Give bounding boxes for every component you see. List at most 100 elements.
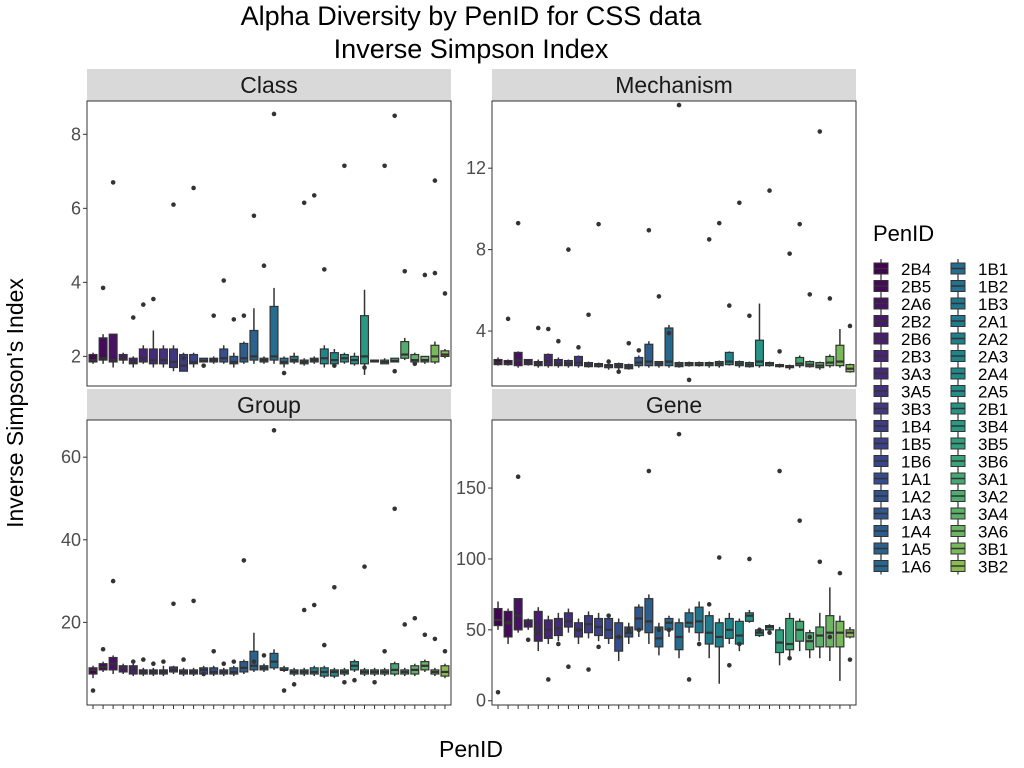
chart-title: Alpha Diversity by PenID for CSS data bbox=[241, 1, 703, 31]
legend-label: 3B4 bbox=[978, 418, 1008, 437]
box-2A3 bbox=[319, 348, 329, 365]
box-1B5 bbox=[189, 353, 199, 365]
outlier-point bbox=[606, 613, 611, 618]
legend-label: 1A4 bbox=[901, 523, 931, 542]
outlier-point bbox=[342, 679, 347, 685]
box-3A5 bbox=[158, 348, 168, 365]
outlier-point bbox=[261, 653, 267, 658]
outlier-point bbox=[261, 263, 267, 269]
y-tick-label: 40 bbox=[61, 530, 81, 550]
plot-area bbox=[87, 420, 451, 705]
box-3B1 bbox=[430, 344, 440, 363]
outlier-point bbox=[767, 630, 772, 635]
legend-label: 1B1 bbox=[978, 260, 1008, 279]
legend-label: 1A3 bbox=[901, 505, 931, 524]
outlier-point bbox=[322, 267, 327, 272]
box-3B4 bbox=[360, 315, 370, 365]
outlier-point bbox=[566, 247, 571, 252]
outlier-point bbox=[191, 185, 196, 191]
box-2B4 bbox=[88, 353, 98, 363]
outlier-point bbox=[382, 163, 387, 169]
panel-gene: Gene 0 50 100 150 bbox=[456, 389, 857, 711]
box-3B3 bbox=[168, 348, 178, 369]
outlier-point bbox=[191, 598, 196, 604]
facet-strip bbox=[492, 69, 856, 101]
outlier-point bbox=[442, 649, 448, 654]
outlier-point bbox=[535, 630, 541, 635]
outlier-point bbox=[110, 180, 116, 185]
legend-label: 1B2 bbox=[978, 278, 1008, 297]
outlier-point bbox=[301, 607, 307, 613]
outlier-point bbox=[171, 601, 176, 607]
outlier-point bbox=[301, 200, 307, 206]
box-2A6 bbox=[108, 333, 118, 363]
outlier-point bbox=[432, 636, 438, 642]
outlier-point bbox=[171, 202, 176, 207]
outlier-point bbox=[847, 323, 853, 329]
legend-label: 1B4 bbox=[901, 418, 931, 437]
outlier-point bbox=[616, 634, 621, 640]
outlier-point bbox=[141, 302, 146, 307]
outlier-point bbox=[100, 285, 106, 291]
legend-label: 2B3 bbox=[901, 348, 931, 367]
outlier-point bbox=[211, 649, 216, 654]
outlier-point bbox=[556, 641, 561, 647]
outlier-point bbox=[221, 661, 227, 666]
legend-label: 2A1 bbox=[978, 313, 1008, 332]
outlier-point bbox=[636, 627, 642, 633]
outlier-point bbox=[747, 556, 752, 562]
panel-border bbox=[491, 419, 857, 706]
outlier-point bbox=[201, 671, 206, 677]
outlier-point bbox=[130, 659, 136, 664]
outlier-point bbox=[392, 113, 397, 119]
legend-label: 3B5 bbox=[978, 435, 1008, 454]
outlier-point bbox=[777, 349, 782, 354]
y-tick-label: 0 bbox=[476, 691, 486, 711]
outlier-point bbox=[807, 634, 813, 640]
outlier-point bbox=[556, 338, 561, 344]
outlier-point bbox=[362, 564, 367, 569]
y-axis-title: Inverse Simpson's Index bbox=[2, 278, 28, 528]
box-3A5 bbox=[563, 612, 573, 628]
box-2A1 bbox=[704, 615, 714, 645]
plot-area bbox=[87, 101, 451, 386]
outlier-point bbox=[787, 251, 792, 256]
legend-label: 3B1 bbox=[978, 540, 1008, 559]
y-tick-label: 4 bbox=[71, 272, 81, 292]
facet-label: Gene bbox=[646, 392, 702, 418]
plot-area bbox=[492, 420, 856, 705]
outlier-point bbox=[392, 368, 397, 374]
outlier-point bbox=[596, 221, 601, 227]
y-tick-label: 12 bbox=[466, 158, 486, 178]
legend-label: 3A2 bbox=[978, 488, 1008, 507]
outlier-point bbox=[525, 637, 531, 643]
facet-strip bbox=[492, 389, 856, 420]
box-2A4 bbox=[329, 352, 339, 365]
outlier-point bbox=[311, 193, 317, 198]
legend: PenID2B42B52A62B22B62B33A33A53B31B41B51B… bbox=[873, 221, 1008, 577]
legend-label: 1B6 bbox=[901, 453, 931, 472]
box-1B6 bbox=[604, 617, 614, 639]
legend-label: 1A5 bbox=[901, 540, 931, 559]
panel-mechanism: Mechanism 4 8 12 bbox=[466, 69, 857, 387]
box-1A3 bbox=[229, 355, 239, 365]
outlier-point bbox=[110, 578, 116, 584]
outlier-point bbox=[130, 315, 136, 320]
box-3A1 bbox=[795, 356, 805, 367]
outlier-point bbox=[352, 677, 357, 683]
box-2A6 bbox=[513, 598, 523, 631]
legend-title: PenID bbox=[873, 221, 934, 246]
box-3A2 bbox=[400, 340, 410, 359]
outlier-point bbox=[412, 361, 418, 367]
outlier-point bbox=[686, 677, 692, 682]
box-1B4 bbox=[179, 353, 189, 372]
outlier-point bbox=[626, 340, 632, 346]
outlier-point bbox=[271, 428, 277, 433]
outlier-point bbox=[515, 220, 521, 226]
outlier-point bbox=[797, 221, 802, 227]
outlier-point bbox=[696, 641, 702, 647]
outlier-point bbox=[747, 313, 752, 319]
box-2A3 bbox=[724, 617, 734, 639]
outlier-point bbox=[586, 667, 591, 672]
